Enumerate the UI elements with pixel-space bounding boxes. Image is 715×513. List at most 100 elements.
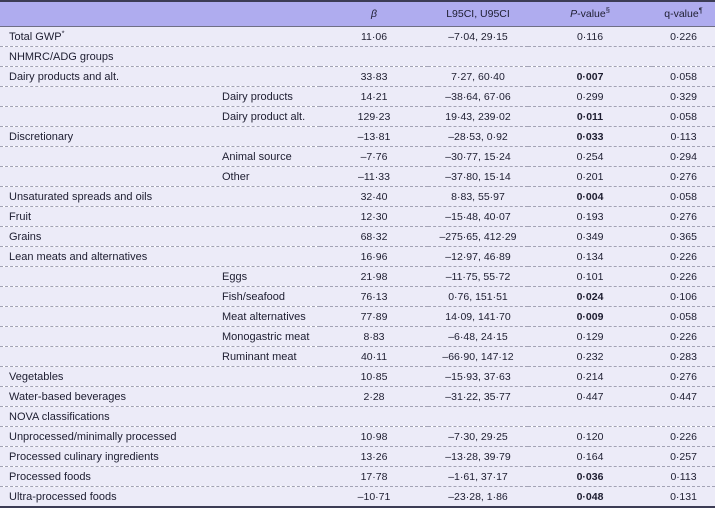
p-value: 0·033 [528,126,652,147]
row-label: Fish/seafood [0,286,320,307]
q-header-label: q-value [664,8,699,20]
ci-value: –15·48, 40·07 [428,206,528,227]
row-label: Eggs [0,266,320,287]
q-value: 0·276 [652,366,715,387]
row-label: Total GWP* [0,26,320,47]
header-beta: β [320,1,428,27]
beta-value: 129·23 [320,106,428,127]
q-value: 0·283 [652,346,715,367]
p-value: 0·232 [528,346,652,367]
table-row: Dairy products and alt. 33·83 7·27, 60·40 0… [0,66,715,87]
section-label: NOVA classifications [0,406,715,427]
row-label: Unprocessed/minimally processed [0,426,320,447]
ci-value: –11·75, 55·72 [428,266,528,287]
row-label: Ultra-processed foods [0,486,320,507]
ci-value: –23·28, 1·86 [428,486,528,507]
table-row: Meat alternatives 77·89 14·09, 141·70 0·009… [0,306,715,327]
beta-value: 33·83 [320,66,428,87]
table-row: Water-based beverages 2·28 –31·22, 35·77 0·… [0,386,715,407]
table-row: Fish/seafood 76·13 0·76, 151·51 0·024 0·106 [0,286,715,307]
p-value: 0·101 [528,266,652,287]
header-empty-cell [0,1,320,27]
beta-value: 17·78 [320,466,428,487]
q-value: 0·058 [652,306,715,327]
p-value: 0·009 [528,306,652,327]
ci-value: –38·64, 67·06 [428,86,528,107]
ci-value: –28·53, 0·92 [428,126,528,147]
beta-value: 11·06 [320,26,428,47]
beta-symbol: β [371,8,377,20]
p-value: 0·254 [528,146,652,167]
row-label: Monogastric meat [0,326,320,347]
ci-value: 8·83, 55·97 [428,186,528,207]
header-q-value: q-value¶ [652,1,715,27]
p-value: 0·116 [528,26,652,47]
beta-value: 2·28 [320,386,428,407]
p-value: 0·024 [528,286,652,307]
ci-value: 0·76, 151·51 [428,286,528,307]
row-label: Ruminant meat [0,346,320,367]
table-row: Dairy products 14·21 –38·64, 67·06 0·299 0·3… [0,86,715,107]
table-row: Monogastric meat 8·83 –6·48, 24·15 0·129 0·2… [0,326,715,347]
p-value: 0·004 [528,186,652,207]
q-value: 0·257 [652,446,715,467]
table-row: Vegetables 10·85 –15·93, 37·63 0·214 0·276 [0,366,715,387]
q-value: 0·276 [652,166,715,187]
beta-value: 10·98 [320,426,428,447]
ci-value: 19·43, 239·02 [428,106,528,127]
q-value: 0·226 [652,246,715,267]
row-label: Dairy products [0,86,320,107]
q-value: 0·113 [652,126,715,147]
row-label: Other [0,166,320,187]
table-row: Unsaturated spreads and oils 32·40 8·83, 5… [0,186,715,207]
ci-value: –37·80, 15·14 [428,166,528,187]
beta-value: 21·98 [320,266,428,287]
header-row: β L95CI, U95CI P-value§ q-value¶ [0,1,715,27]
ci-value: –12·97, 46·89 [428,246,528,267]
p-value: 0·134 [528,246,652,267]
beta-value: 76·13 [320,286,428,307]
q-value: 0·058 [652,186,715,207]
row-label: Meat alternatives [0,306,320,327]
table-row: Discretionary –13·81 –28·53, 0·92 0·033 0·11… [0,126,715,147]
q-value: 0·329 [652,86,715,107]
table-row: Total GWP* 11·06 –7·04, 29·15 0·116 0·226 [0,26,715,47]
beta-value: 12·30 [320,206,428,227]
q-value: 0·365 [652,226,715,247]
row-label: Vegetables [0,366,320,387]
p-value: 0·214 [528,366,652,387]
beta-value: 10·85 [320,366,428,387]
row-label: Fruit [0,206,320,227]
beta-value: 68·32 [320,226,428,247]
table-row: Fruit 12·30 –15·48, 40·07 0·193 0·276 [0,206,715,227]
p-header-label: -value [577,8,606,20]
q-value: 0·226 [652,26,715,47]
p-symbol: P [570,8,578,20]
p-value: 0·447 [528,386,652,407]
table-row: Ultra-processed foods –10·71 –23·28, 1·86 0… [0,486,715,507]
table-header: β L95CI, U95CI P-value§ q-value¶ [0,1,715,27]
p-value: 0·164 [528,446,652,467]
ci-value: –13·28, 39·79 [428,446,528,467]
ci-value: –31·22, 35·77 [428,386,528,407]
ci-value: –66·90, 147·12 [428,346,528,367]
row-label: Discretionary [0,126,320,147]
ci-value: –30·77, 15·24 [428,146,528,167]
q-value: 0·447 [652,386,715,407]
beta-value: 14·21 [320,86,428,107]
row-label: Unsaturated spreads and oils [0,186,320,207]
table-body: Total GWP* 11·06 –7·04, 29·15 0·116 0·226 NHM… [0,26,715,507]
ci-value: –1·61, 37·17 [428,466,528,487]
p-value: 0·201 [528,166,652,187]
q-value: 0·113 [652,466,715,487]
q-value: 0·294 [652,146,715,167]
p-value: 0·299 [528,86,652,107]
beta-value: 8·83 [320,326,428,347]
ci-value: –7·30, 29·25 [428,426,528,447]
header-ci: L95CI, U95CI [428,1,528,27]
table-row: Processed foods 17·78 –1·61, 37·17 0·036 0·1… [0,466,715,487]
p-value: 0·048 [528,486,652,507]
label-footnote-marker: * [61,27,65,37]
ci-value: –6·48, 24·15 [428,326,528,347]
p-value: 0·011 [528,106,652,127]
